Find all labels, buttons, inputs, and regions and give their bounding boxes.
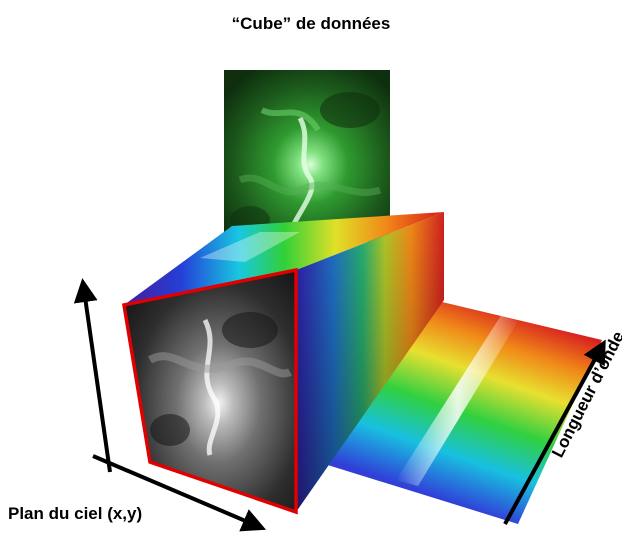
wavelength-axis-arrow bbox=[503, 339, 606, 525]
front-frame bbox=[121, 267, 298, 515]
sky-plane-axis-arrow bbox=[92, 454, 267, 532]
figure-title: “Cube” de données bbox=[231, 14, 391, 33]
cube-side-face bbox=[296, 212, 444, 512]
cube-front-face bbox=[121, 267, 298, 515]
vertical-axis-arrow bbox=[73, 278, 112, 473]
cube-top-face bbox=[124, 212, 444, 305]
green-image-slice bbox=[224, 70, 390, 242]
spectrum-slice bbox=[318, 302, 602, 524]
sky-plane-label: Plan du ciel (x,y) bbox=[8, 504, 143, 523]
